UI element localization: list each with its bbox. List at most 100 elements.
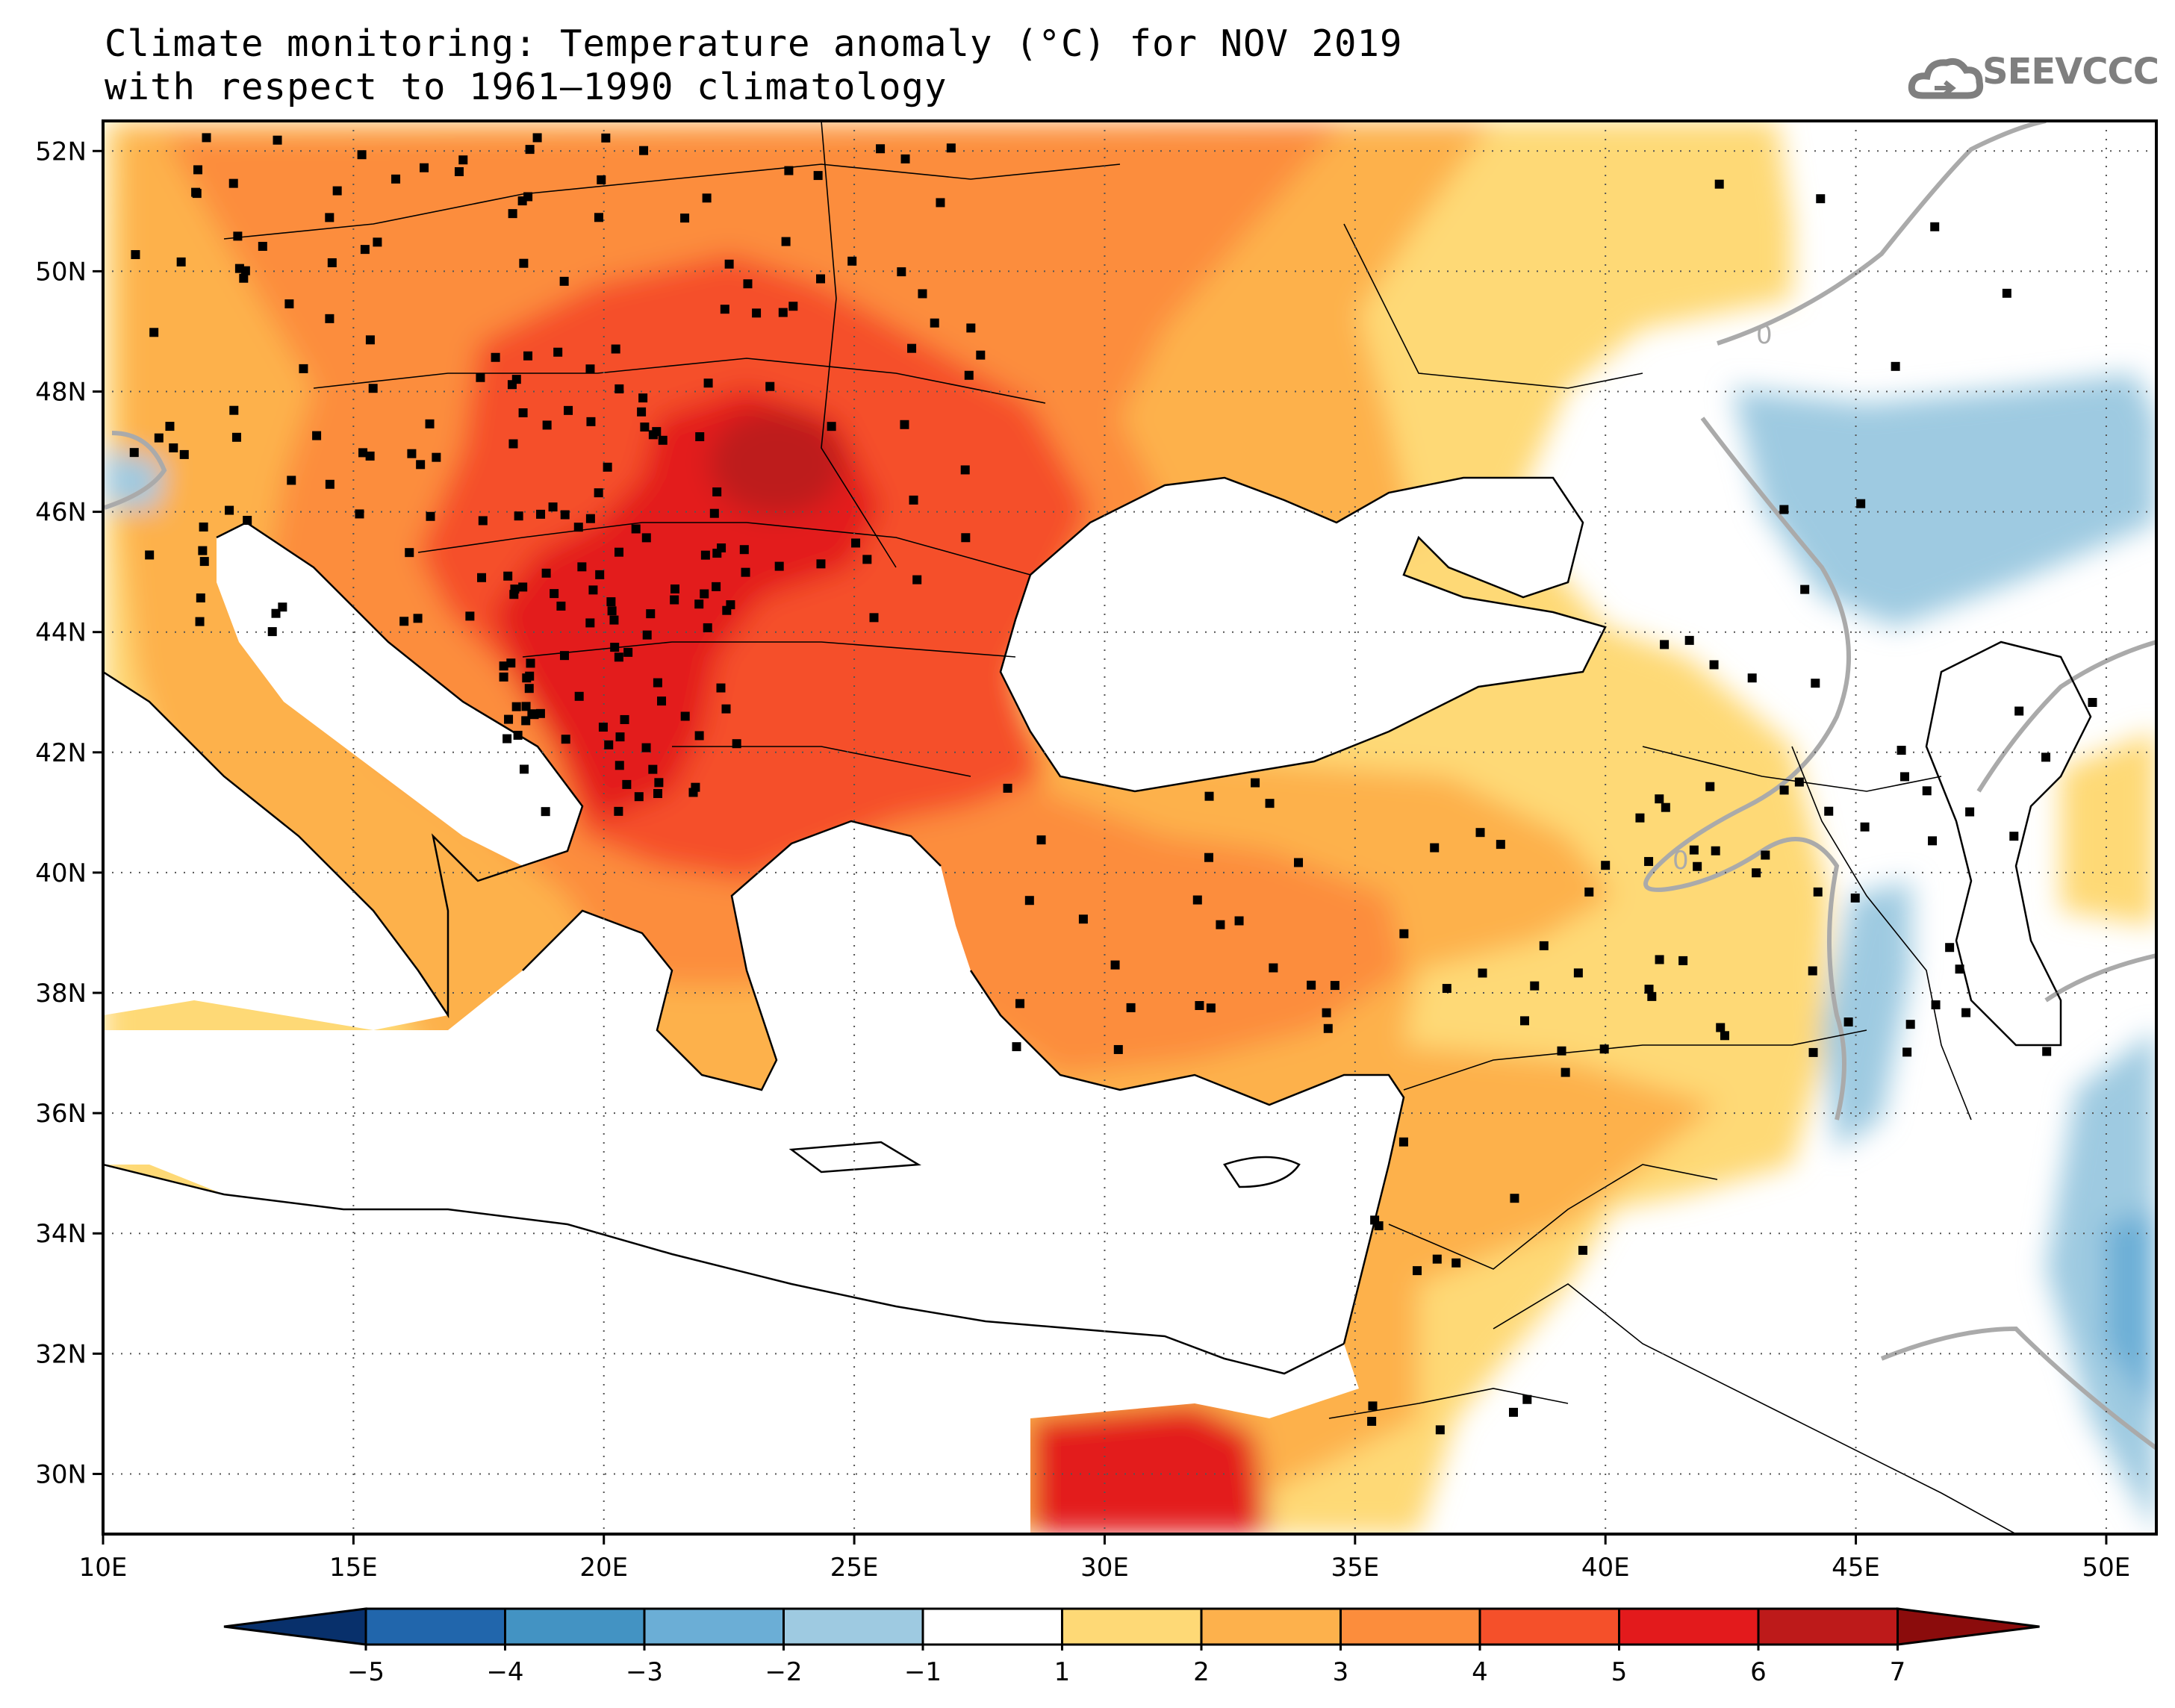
latitude-axis: 52N50N48N46N44N42N40N38N36N34N32N30N [35, 137, 103, 1489]
colorbar-arrow-high [1898, 1609, 2040, 1645]
lat-tick-label: 46N [35, 498, 87, 528]
station-marker [743, 279, 752, 288]
station-marker [897, 267, 906, 276]
station-marker [510, 585, 519, 593]
station-marker [491, 353, 500, 362]
station-marker [1443, 984, 1451, 993]
station-marker [527, 709, 536, 718]
station-marker [1716, 1023, 1725, 1032]
station-marker [1235, 917, 1244, 926]
station-marker [648, 765, 657, 774]
station-marker [615, 761, 624, 770]
station-marker [659, 436, 668, 445]
station-marker [1037, 835, 1046, 844]
station-marker [258, 242, 267, 251]
station-marker [601, 134, 610, 143]
station-marker [239, 274, 248, 283]
lon-tick-label: 35E [1331, 1553, 1379, 1583]
station-marker [876, 144, 885, 153]
station-marker [1111, 961, 1120, 970]
station-marker [560, 277, 569, 286]
station-marker [504, 715, 513, 724]
station-marker [328, 258, 337, 267]
station-marker [717, 684, 726, 693]
station-marker [131, 250, 140, 259]
colorbar-segment [1201, 1609, 1341, 1645]
station-marker [561, 511, 570, 520]
station-marker [721, 705, 730, 714]
station-marker [391, 175, 400, 184]
station-marker [426, 512, 435, 521]
station-marker [229, 179, 238, 188]
station-marker [1207, 1003, 1216, 1012]
station-marker [901, 155, 910, 163]
station-marker [912, 576, 921, 585]
station-marker [284, 299, 293, 308]
colorbar-segment [1758, 1609, 1898, 1645]
station-marker [691, 783, 700, 792]
station-marker [519, 259, 528, 268]
station-marker [476, 373, 485, 382]
station-marker [1561, 1068, 1570, 1077]
station-marker [694, 599, 703, 608]
station-marker [1900, 772, 1909, 781]
colorbar-label: 5 [1611, 1657, 1628, 1687]
station-marker [623, 648, 632, 657]
colorbar-label: −1 [904, 1657, 942, 1687]
station-marker [518, 582, 527, 591]
station-marker [155, 434, 164, 443]
lat-tick-label: 40N [35, 858, 87, 888]
station-marker [1600, 1044, 1609, 1053]
station-marker [2041, 752, 2050, 761]
station-marker [1814, 888, 1823, 897]
station-marker [1748, 673, 1757, 682]
colorbar-label: 7 [1890, 1657, 1906, 1687]
colorbar-segment [644, 1609, 784, 1645]
station-marker [585, 618, 594, 627]
station-marker [533, 133, 542, 142]
station-marker [369, 384, 378, 393]
lon-tick-label: 15E [329, 1553, 378, 1583]
station-marker [1635, 814, 1644, 823]
lat-tick-label: 42N [35, 738, 87, 768]
station-marker [870, 613, 879, 622]
station-marker [196, 593, 205, 602]
colorbar-label: 4 [1472, 1657, 1488, 1687]
station-marker [649, 430, 658, 439]
station-marker [1655, 955, 1664, 964]
station-marker [752, 308, 761, 317]
station-marker [502, 735, 511, 744]
colorbar-segment [1062, 1609, 1202, 1645]
station-marker [405, 548, 414, 557]
station-marker [1510, 1194, 1519, 1203]
station-marker [522, 673, 531, 682]
station-marker [536, 510, 545, 519]
station-marker [704, 378, 713, 387]
station-marker [814, 171, 823, 180]
station-marker [536, 709, 545, 718]
station-marker [272, 609, 281, 618]
station-marker [1661, 803, 1670, 812]
station-marker [816, 274, 825, 283]
station-marker [1436, 1425, 1445, 1434]
station-marker [399, 617, 408, 626]
station-marker [525, 684, 534, 693]
station-marker [595, 570, 604, 579]
station-marker [1433, 1255, 1442, 1264]
station-marker [1710, 660, 1719, 669]
station-marker [1269, 964, 1278, 973]
station-marker [1693, 862, 1702, 871]
colorbar-label: 1 [1054, 1657, 1071, 1687]
station-marker [414, 614, 423, 623]
station-marker [1127, 1003, 1136, 1012]
station-marker [907, 344, 916, 353]
station-marker [1928, 836, 1937, 845]
station-marker [1861, 823, 1870, 832]
station-marker [1685, 636, 1694, 645]
station-marker [325, 213, 334, 222]
lat-tick-label: 34N [35, 1219, 87, 1249]
station-marker [604, 741, 613, 749]
station-marker [695, 432, 704, 441]
station-marker [594, 488, 603, 497]
station-marker [740, 545, 749, 554]
